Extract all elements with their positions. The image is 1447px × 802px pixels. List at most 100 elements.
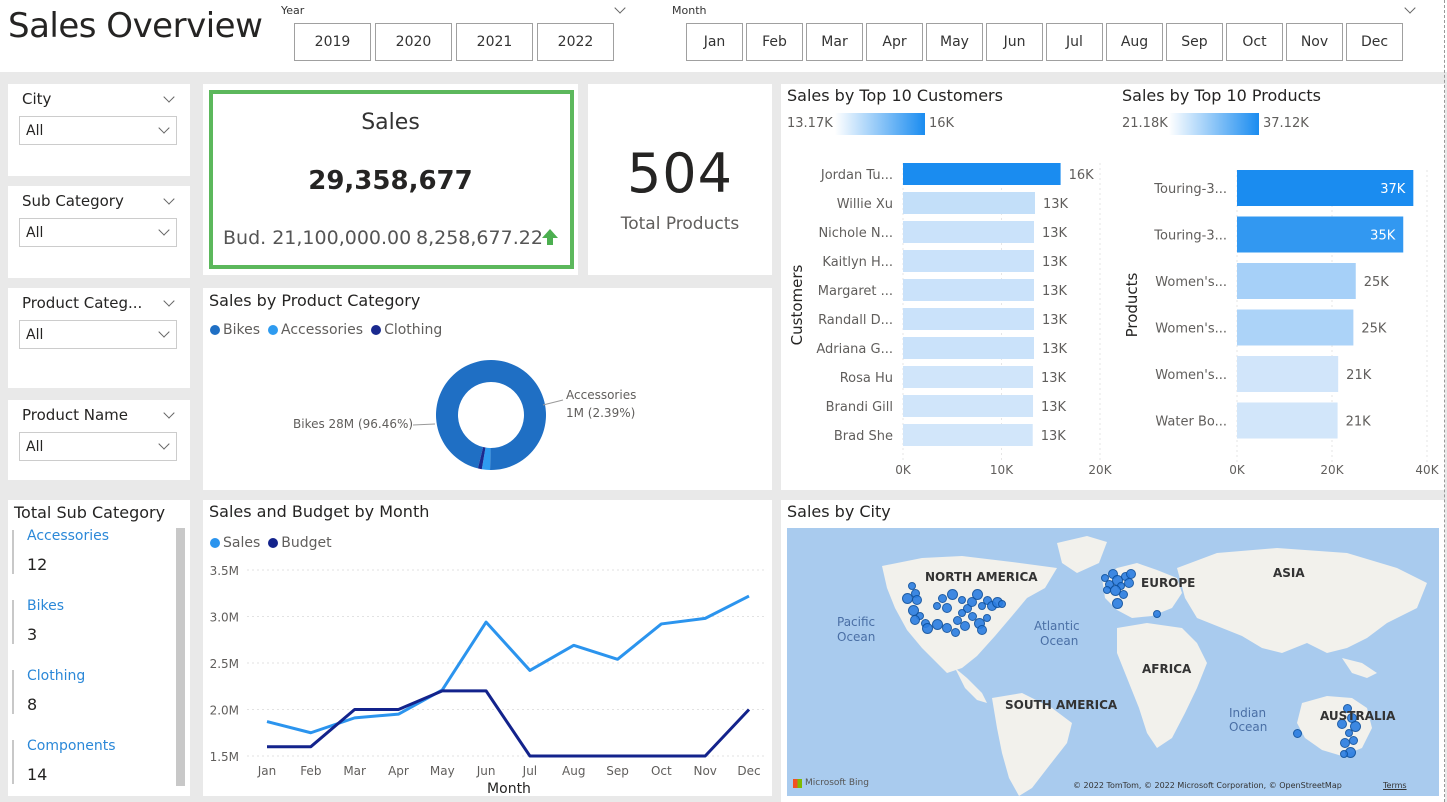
map-city-dot[interactable] [1292,728,1302,738]
customer-bar[interactable] [903,250,1035,272]
customer-bar[interactable] [903,308,1035,330]
customer-bar[interactable] [903,366,1034,388]
year-tile-2022[interactable]: 2022 [537,23,614,61]
map-city-dot[interactable] [983,614,991,622]
map-city-dot[interactable] [998,600,1006,608]
donut-slice-bikes[interactable] [436,360,546,470]
map-city-dot[interactable] [1111,597,1123,609]
map-city-dot[interactable] [931,618,943,630]
year-chevron-icon[interactable] [614,2,626,14]
budget-line[interactable] [267,689,751,758]
donut-slice-clothing[interactable] [477,447,486,470]
map-city-dot[interactable] [1345,729,1353,737]
sub-category-label[interactable]: Accessories [27,528,110,544]
donut-slice-accessories[interactable] [481,447,491,470]
month-tile-mar[interactable]: Mar [806,23,863,61]
map-city-dot[interactable] [946,588,958,600]
map-city-dot[interactable] [921,622,933,634]
map-city-dot[interactable] [958,596,966,604]
month-tile-apr[interactable]: Apr [866,23,923,61]
label-africa: AFRICA [1142,662,1192,676]
sub-category-label[interactable]: Bikes [27,598,65,614]
month-tile-jun[interactable]: Jun [986,23,1043,61]
map-city-dot[interactable] [977,625,987,635]
customer-bar[interactable] [903,279,1035,301]
chevron-down-icon[interactable] [163,193,175,205]
customers-scale-max: 16K [929,116,955,131]
map-city-dot[interactable] [958,609,966,617]
month-tile-dec[interactable]: Dec [1346,23,1403,61]
product-bar[interactable] [1237,356,1339,392]
sub-category-dropdown[interactable]: All [19,218,177,247]
map-city-dot[interactable] [971,588,983,600]
customer-label: Jordan Tu... [820,168,893,183]
map-city-dot[interactable] [1124,578,1134,588]
product-bar[interactable] [1237,263,1356,299]
x-tick-label: 20K [1088,463,1112,477]
customer-bar[interactable] [903,221,1035,243]
customer-bar[interactable] [903,163,1061,185]
product-bar[interactable] [1237,402,1338,439]
map-terms-link[interactable]: Terms [1383,781,1407,790]
month-tile-nov[interactable]: Nov [1286,23,1343,61]
legend-item-sales[interactable]: Sales [210,535,260,551]
map-city-dot[interactable] [960,621,970,631]
map-city-dot[interactable] [1103,586,1111,594]
product-bar[interactable] [1237,170,1414,206]
legend-item-clothing[interactable]: Clothing [371,322,442,338]
map-city-dot[interactable] [901,592,913,604]
map-city-dot[interactable] [1349,720,1361,732]
legend-item-accessories[interactable]: Accessories [268,322,363,338]
map-city-dot[interactable] [1340,738,1350,748]
customer-bar[interactable] [903,395,1034,417]
year-tile-2021[interactable]: 2021 [456,23,533,61]
month-tile-feb[interactable]: Feb [746,23,803,61]
chevron-down-icon[interactable] [163,91,175,103]
sub-category-label[interactable]: Clothing [27,668,86,684]
sub-category-label[interactable]: Components [27,738,116,754]
chevron-down-icon[interactable] [163,295,175,307]
map-city-dot[interactable] [910,615,920,625]
month-tile-may[interactable]: May [926,23,983,61]
year-tile-2019[interactable]: 2019 [294,23,371,61]
sales-line[interactable] [266,594,750,735]
chevron-down-icon[interactable] [163,407,175,419]
map-city-dot[interactable] [942,623,952,633]
sales-map[interactable]: NORTH AMERICA EUROPE ASIA AFRICA SOUTH A… [787,528,1439,796]
map-city-dot[interactable] [967,611,977,621]
product-name-dropdown[interactable]: All [19,432,177,461]
customer-bar[interactable] [903,337,1035,359]
month-tile-sep[interactable]: Sep [1166,23,1223,61]
map-city-dot[interactable] [978,602,986,610]
y-tick-label: 2.5M [210,657,239,671]
legend-item-budget[interactable]: Budget [268,535,332,551]
map-city-dot[interactable] [912,595,922,605]
map-city-dot[interactable] [1118,589,1128,599]
city-dropdown[interactable]: All [19,116,177,145]
customer-bar[interactable] [903,424,1033,446]
product-bar[interactable] [1237,216,1404,253]
map-city-dot[interactable] [942,603,952,613]
legend-item-bikes[interactable]: Bikes [210,322,260,338]
product-bar[interactable] [1237,309,1354,346]
month-tile-jan[interactable]: Jan [686,23,743,61]
scrollbar[interactable] [176,528,185,786]
year-tile-2020[interactable]: 2020 [375,23,452,61]
month-tile-oct[interactable]: Oct [1226,23,1283,61]
customer-bar[interactable] [903,192,1035,214]
donut-label-accessories: Accessories [566,388,637,402]
map-city-dot[interactable] [937,593,947,603]
month-tile-jul[interactable]: Jul [1046,23,1103,61]
product-category-dropdown[interactable]: All [19,320,177,349]
x-tick-label: 40K [1415,463,1439,477]
map-city-dot[interactable] [933,602,941,610]
map-city-dot[interactable] [1153,610,1161,618]
map-city-dot[interactable] [1342,703,1352,713]
map-city-dot[interactable] [952,615,962,625]
map-city-dot[interactable] [1126,569,1136,579]
month-tile-aug[interactable]: Aug [1106,23,1163,61]
month-chevron-icon[interactable] [1404,2,1416,14]
map-city-dot[interactable] [1340,750,1348,758]
map-city-dot[interactable] [1337,719,1347,729]
map-city-dot[interactable] [950,627,960,637]
